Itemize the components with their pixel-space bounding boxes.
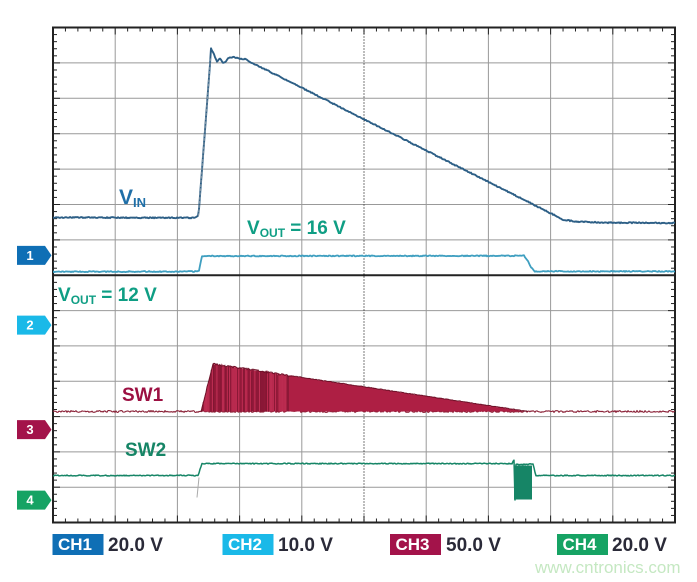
svg-text:www.cntronics.com: www.cntronics.com	[534, 558, 680, 577]
svg-text:CH1: CH1	[58, 535, 92, 554]
svg-text:20.0 V: 20.0 V	[612, 535, 667, 556]
svg-text:50.0 V: 50.0 V	[446, 535, 501, 556]
svg-text:CH3: CH3	[396, 535, 430, 554]
svg-text:2: 2	[26, 318, 33, 333]
svg-text:SW2: SW2	[125, 440, 166, 461]
svg-text:4: 4	[26, 493, 34, 508]
svg-text:CH2: CH2	[228, 535, 262, 554]
svg-text:SW1: SW1	[122, 385, 164, 406]
svg-text:3: 3	[26, 422, 33, 437]
svg-text:CH4: CH4	[563, 535, 598, 554]
svg-text:1: 1	[26, 248, 33, 263]
svg-text:10.0 V: 10.0 V	[278, 535, 333, 556]
svg-text:20.0 V: 20.0 V	[108, 535, 163, 556]
